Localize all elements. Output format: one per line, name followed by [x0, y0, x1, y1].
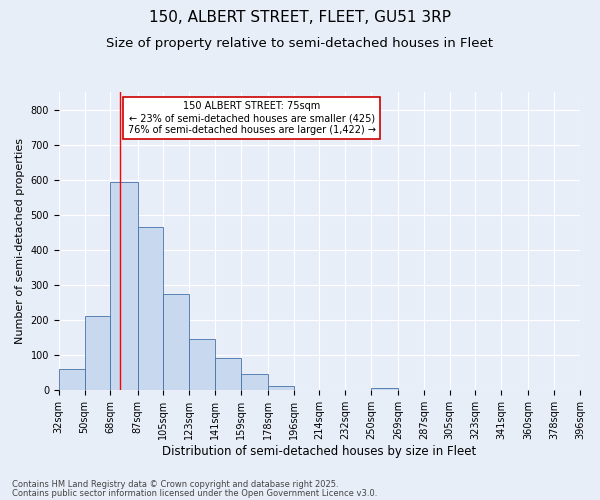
Bar [110, 182, 137, 390]
Bar [163, 294, 189, 390]
Text: 150 ALBERT STREET: 75sqm
← 23% of semi-detached houses are smaller (425)
76% of : 150 ALBERT STREET: 75sqm ← 23% of semi-d… [128, 102, 376, 134]
Bar [137, 227, 163, 390]
Bar [241, 374, 268, 390]
Bar [268, 386, 293, 390]
Text: 150, ALBERT STREET, FLEET, GU51 3RP: 150, ALBERT STREET, FLEET, GU51 3RP [149, 10, 451, 25]
Text: Size of property relative to semi-detached houses in Fleet: Size of property relative to semi-detach… [107, 38, 493, 51]
Bar [371, 388, 398, 390]
Text: Contains HM Land Registry data © Crown copyright and database right 2025.: Contains HM Land Registry data © Crown c… [12, 480, 338, 489]
X-axis label: Distribution of semi-detached houses by size in Fleet: Distribution of semi-detached houses by … [162, 444, 476, 458]
Bar [85, 316, 110, 390]
Bar [215, 358, 241, 390]
Y-axis label: Number of semi-detached properties: Number of semi-detached properties [15, 138, 25, 344]
Text: Contains public sector information licensed under the Open Government Licence v3: Contains public sector information licen… [12, 488, 377, 498]
Bar [189, 339, 215, 390]
Bar [59, 369, 85, 390]
